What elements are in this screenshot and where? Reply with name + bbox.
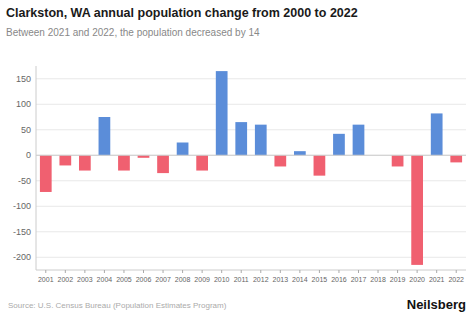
x-tick-label: 2004 xyxy=(97,276,113,283)
bar xyxy=(411,155,423,265)
grid xyxy=(36,79,466,258)
x-tick xyxy=(260,270,261,273)
grid-line xyxy=(36,180,466,181)
grid-line xyxy=(36,206,466,207)
bar xyxy=(235,122,247,155)
bar xyxy=(79,155,91,170)
x-tick-label: 2013 xyxy=(273,276,289,283)
bar xyxy=(216,71,228,155)
y-tick-label: -200 xyxy=(13,252,31,262)
x-tick-label: 2014 xyxy=(292,276,308,283)
x-tick-label: 2015 xyxy=(312,276,328,283)
chart: Clarkston, WA annual population change f… xyxy=(0,0,474,316)
x-tick xyxy=(397,270,398,273)
title: Clarkston, WA annual population change f… xyxy=(6,6,358,20)
bar xyxy=(274,155,286,166)
x-tick-label: 2011 xyxy=(234,276,249,283)
x-tick-label: 2005 xyxy=(116,276,132,283)
bar xyxy=(157,155,169,173)
x-tick xyxy=(417,270,418,273)
y-tick-label: -50 xyxy=(18,176,31,186)
x-tick xyxy=(436,270,437,273)
x-tick xyxy=(45,270,46,273)
x-tick-label: 2017 xyxy=(351,276,367,283)
x-tick xyxy=(65,270,66,273)
y-tick-label: 50 xyxy=(21,125,31,135)
x-tick-label: 2007 xyxy=(155,276,171,283)
bar xyxy=(450,155,462,162)
x-tick-label: 2020 xyxy=(409,276,425,283)
x-tick xyxy=(221,270,222,273)
x-tick-label: 2018 xyxy=(370,276,386,283)
x-tick xyxy=(202,270,203,273)
x-axis-line xyxy=(36,270,466,271)
grid-line xyxy=(36,257,466,258)
grid-line xyxy=(36,104,466,105)
x-tick-label: 2002 xyxy=(58,276,74,283)
x-tick xyxy=(338,270,339,273)
y-tick-label: -100 xyxy=(13,201,31,211)
grid-line xyxy=(36,231,466,232)
x-tick xyxy=(104,270,105,273)
grid-line xyxy=(36,78,466,79)
x-tick xyxy=(319,270,320,273)
bar xyxy=(177,143,189,156)
bar xyxy=(353,125,365,156)
x-tick-label: 2008 xyxy=(175,276,191,283)
x-tick xyxy=(84,270,85,273)
y-tick-label: 0 xyxy=(26,150,31,160)
x-tick-label: 2010 xyxy=(214,276,230,283)
x-tick xyxy=(163,270,164,273)
x-tick-label: 2003 xyxy=(77,276,93,283)
bar xyxy=(255,125,267,156)
bar xyxy=(431,113,443,155)
bar xyxy=(333,134,345,155)
y-tick-label: 150 xyxy=(16,74,31,84)
bar xyxy=(99,117,111,155)
subtitle: Between 2021 and 2022, the population de… xyxy=(6,27,260,38)
y-axis-line xyxy=(36,66,37,270)
x-tick-label: 2009 xyxy=(194,276,210,283)
x-tick xyxy=(358,270,359,273)
bar xyxy=(392,155,404,166)
x-tick-label: 2012 xyxy=(253,276,269,283)
source: Source: U.S. Census Bureau (Population E… xyxy=(8,301,227,310)
x-tick xyxy=(182,270,183,273)
x-tick xyxy=(123,270,124,273)
bar xyxy=(294,151,306,155)
x-tick xyxy=(143,270,144,273)
y-tick-label: 100 xyxy=(16,99,31,109)
x-tick xyxy=(280,270,281,273)
x-tick-label: 2006 xyxy=(136,276,152,283)
zero-line xyxy=(36,155,466,156)
x-tick xyxy=(241,270,242,273)
x-tick xyxy=(299,270,300,273)
x-tick-label: 2022 xyxy=(448,276,464,283)
background xyxy=(0,0,474,316)
x-tick xyxy=(378,270,379,273)
grid-line xyxy=(36,155,466,156)
bars xyxy=(40,71,462,265)
x-tick-label: 2019 xyxy=(390,276,406,283)
bar xyxy=(314,155,326,175)
branding: Neilsberg xyxy=(407,297,466,312)
x-tick-label: 2016 xyxy=(331,276,347,283)
x-tick xyxy=(456,270,457,273)
x-tick-label: 2021 xyxy=(429,276,445,283)
x-tick-label: 2001 xyxy=(38,276,54,283)
bar xyxy=(196,155,208,170)
bar xyxy=(118,155,130,170)
y-tick-label: -150 xyxy=(13,227,31,237)
bar xyxy=(40,155,52,192)
bar xyxy=(59,155,71,165)
